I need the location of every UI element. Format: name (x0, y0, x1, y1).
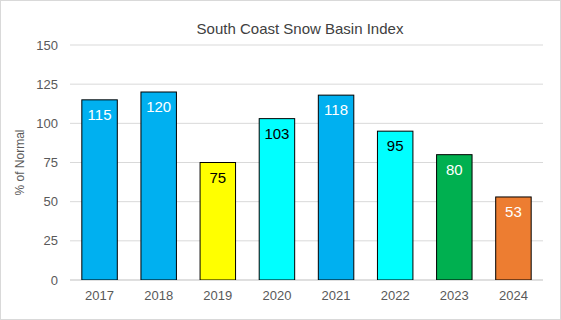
bar (82, 100, 117, 280)
x-tick-label: 2018 (144, 288, 173, 303)
bars (82, 92, 531, 280)
data-label: 115 (88, 106, 112, 123)
chart-border (1, 1, 561, 320)
bar (377, 131, 412, 280)
x-tick-label: 2019 (203, 288, 232, 303)
y-tick-label: 150 (36, 38, 58, 53)
y-tick-label: 125 (36, 77, 58, 92)
y-tick-label: 75 (44, 155, 58, 170)
x-tick-label: 2021 (322, 288, 351, 303)
bar (259, 119, 294, 280)
x-tick-label: 2022 (381, 288, 410, 303)
y-axis-label: % of Normal (13, 129, 27, 195)
data-label: 80 (446, 161, 463, 178)
x-tick-label: 2020 (262, 288, 291, 303)
data-label: 95 (387, 137, 404, 154)
y-tick-label: 0 (51, 273, 58, 288)
grid-line (70, 84, 543, 85)
bar (496, 197, 531, 280)
y-tick-label: 100 (36, 116, 58, 131)
y-tick-label: 50 (44, 194, 58, 209)
grid-line (70, 45, 543, 46)
x-tick-label: 2017 (85, 288, 114, 303)
bar (141, 92, 176, 280)
x-tick-label: 2023 (440, 288, 469, 303)
data-label: 75 (209, 169, 226, 186)
data-label: 53 (505, 203, 522, 220)
data-label: 120 (146, 98, 171, 115)
x-tick-label: 2024 (499, 288, 528, 303)
bar (437, 155, 472, 280)
y-tick-label: 25 (44, 233, 58, 248)
title: South Coast Snow Basin Index (197, 20, 404, 37)
chart: South Coast Snow Basin Index % of Normal 0… (0, 0, 561, 320)
bar (318, 95, 353, 280)
data-label: 118 (324, 101, 348, 118)
bar (200, 163, 235, 281)
data-label: 103 (264, 125, 289, 142)
